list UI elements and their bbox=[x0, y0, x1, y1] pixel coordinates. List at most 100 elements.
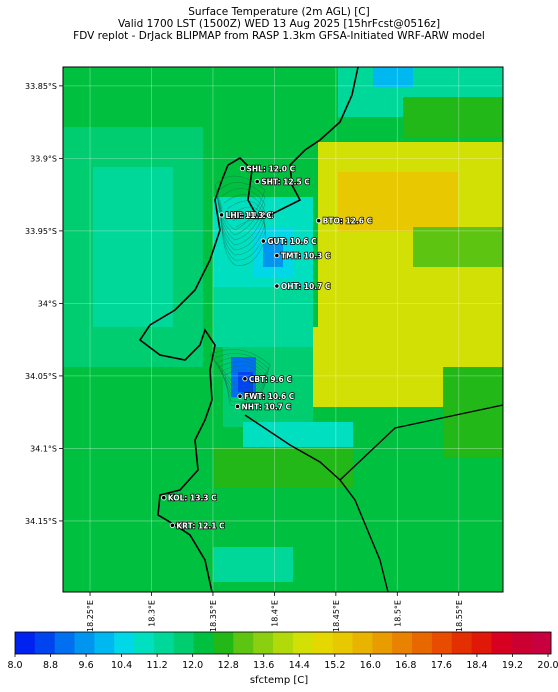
colorbar-segment-16 bbox=[332, 632, 353, 654]
colorbar-segment-12 bbox=[253, 632, 274, 654]
colorbar-tick-label-14: 19.2 bbox=[502, 660, 523, 671]
colorbar-tick-label-4: 11.2 bbox=[147, 660, 168, 671]
colorbar-segment-21 bbox=[431, 632, 453, 654]
station-marker-0 bbox=[239, 165, 246, 172]
station-marker-3 bbox=[218, 212, 225, 218]
field-cell-20 bbox=[153, 487, 333, 547]
colorbar-segment-15 bbox=[312, 632, 334, 654]
station-label-6: TMT: 10.3 C bbox=[281, 252, 331, 261]
colorbar-tick-label-12: 17.6 bbox=[431, 660, 452, 671]
colorbar-segment-17 bbox=[352, 632, 373, 654]
station-label-10: NHT: 10.7 C bbox=[242, 402, 292, 411]
colorbar-tick-label-10: 16.0 bbox=[360, 660, 381, 671]
colorbar-segment-6 bbox=[134, 632, 155, 654]
colorbar-title: sfctemp [C] bbox=[249, 675, 309, 686]
colorbar-segment-10 bbox=[213, 632, 234, 654]
terrain-contour-4 bbox=[218, 196, 266, 251]
colorbar-segment-8 bbox=[173, 632, 195, 654]
colorbar-tick-label-15: 20.0 bbox=[537, 660, 558, 671]
station-marker-1 bbox=[254, 178, 260, 185]
station-marker-6 bbox=[274, 252, 280, 259]
terrain-contour-2 bbox=[216, 188, 266, 241]
station-label-8: CBT: 9.6 C bbox=[249, 375, 292, 384]
colorbar-tick-label-6: 12.8 bbox=[218, 660, 239, 671]
lat-tick-label-0: 33.85°S bbox=[25, 82, 57, 91]
terrain-contour-5 bbox=[219, 199, 266, 256]
colorbar-segment-22 bbox=[451, 632, 473, 654]
map-title: Surface Temperature (2m AGL) [C] bbox=[188, 6, 370, 18]
colorbar-segment-7 bbox=[153, 632, 175, 654]
map-valid-time: Valid 1700 LST (1500Z) WED 13 Aug 2025 [… bbox=[117, 18, 441, 30]
field-cell-1 bbox=[373, 67, 413, 87]
colorbar-segment-9 bbox=[193, 632, 215, 654]
station-marker-11 bbox=[161, 495, 167, 501]
colorbar-tick-label-3: 10.4 bbox=[111, 660, 132, 671]
map-frame bbox=[62, 66, 504, 593]
colorbar-segment-5 bbox=[114, 632, 135, 654]
colorbar-tick-label-9: 15.2 bbox=[324, 660, 345, 671]
lat-tick-label-4: 34.05°S bbox=[25, 372, 57, 381]
station-label-12: KRT: 12.1 C bbox=[176, 521, 225, 530]
colorbar-tick-label-5: 12.0 bbox=[182, 660, 203, 671]
colorbar-segment-0 bbox=[15, 632, 36, 654]
station-label-0: SHL: 12.0 C bbox=[246, 165, 295, 174]
station-label-11: KOL: 13.3 C bbox=[168, 494, 217, 503]
colorbar-segment-3 bbox=[74, 632, 95, 654]
station-marker-4 bbox=[316, 218, 322, 224]
station-label-7: OHT: 10.7 C bbox=[281, 282, 331, 291]
station-label-1: SHT: 12.5 C bbox=[261, 178, 310, 187]
coastline bbox=[138, 66, 359, 593]
station-marker-7 bbox=[274, 283, 280, 289]
lon-tick-label-5: 18.5°E bbox=[393, 600, 402, 627]
terrain-contour-1 bbox=[215, 182, 266, 236]
lat-tick-label-5: 34.1°S bbox=[30, 444, 57, 453]
colorbar-tick-label-11: 16.8 bbox=[395, 660, 416, 671]
colorbar-segment-19 bbox=[392, 632, 413, 654]
colorbar-segment-14 bbox=[292, 632, 314, 654]
colorbar-segment-18 bbox=[372, 632, 393, 654]
colorbar-frame bbox=[14, 631, 552, 655]
lon-tick-label-4: 18.45°E bbox=[332, 600, 341, 632]
terrain-contour-south-4 bbox=[221, 365, 267, 403]
colorbar-segment-24 bbox=[491, 632, 512, 654]
terrain-contour-3 bbox=[217, 193, 266, 246]
station-label-4: BTO: 12.6 C bbox=[323, 217, 373, 226]
colorbar-segment-4 bbox=[94, 632, 115, 654]
station-marker-10 bbox=[234, 403, 241, 409]
terrain-contour-south-1 bbox=[212, 353, 270, 391]
map-subtitle: FDV replot - DrJack BLIPMAP from RASP 1.… bbox=[73, 30, 485, 42]
station-marker-8 bbox=[242, 376, 248, 382]
station-label-5: GUT: 10.6 C bbox=[267, 237, 317, 246]
lon-tick-label-1: 18.3°E bbox=[147, 600, 156, 627]
boundary-line-east bbox=[339, 404, 504, 481]
lat-tick-label-3: 34°S bbox=[38, 299, 57, 308]
lat-tick-label-6: 34.15°S bbox=[25, 517, 57, 526]
station-marker-9 bbox=[237, 393, 243, 399]
field-cell-13 bbox=[213, 287, 313, 347]
terrain-contour-7 bbox=[221, 205, 266, 266]
station-label-9: FWT: 10.6 C bbox=[244, 392, 295, 401]
terrain-contour-south-2 bbox=[215, 357, 269, 395]
colorbar-segment-25 bbox=[511, 632, 532, 654]
station-marker-5 bbox=[260, 238, 266, 244]
station-label-3: LHI: 11.3 C bbox=[226, 211, 273, 220]
station-label-2: LHT: 11.2 C bbox=[226, 211, 274, 220]
lon-tick-label-2: 18.35°E bbox=[209, 600, 218, 632]
field-cell-9 bbox=[93, 167, 173, 327]
field-cell-2 bbox=[403, 97, 503, 137]
colorbar-tick-label-7: 13.6 bbox=[253, 660, 274, 671]
colorbar-tick-label-2: 9.6 bbox=[79, 660, 94, 671]
field-cell-16 bbox=[238, 372, 253, 392]
colorbar-segment-20 bbox=[412, 632, 433, 654]
lat-tick-label-2: 33.95°S bbox=[25, 227, 57, 236]
lon-tick-label-0: 18.25°E bbox=[86, 600, 95, 632]
station-marker-12 bbox=[169, 522, 175, 528]
lon-tick-label-3: 18.4°E bbox=[270, 600, 279, 627]
colorbar-segment-23 bbox=[471, 632, 492, 654]
colorbar-segment-11 bbox=[233, 632, 254, 654]
field-cell-18 bbox=[213, 447, 353, 487]
colorbar-tick-label-13: 18.4 bbox=[466, 660, 487, 671]
colorbar-tick-label-8: 14.4 bbox=[289, 660, 310, 671]
lon-tick-label-6: 18.55°E bbox=[455, 600, 464, 632]
